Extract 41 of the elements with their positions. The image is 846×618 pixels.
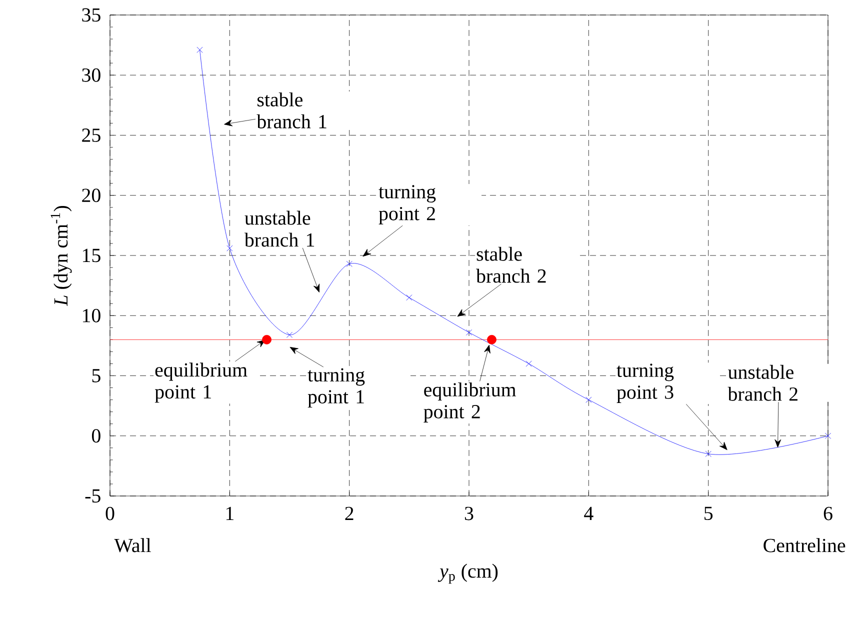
point <box>526 360 532 367</box>
x-tick-label: 4 <box>584 506 594 520</box>
annotation: equilibrium point 1 <box>154 362 248 403</box>
point <box>286 332 293 338</box>
y-tick-label: 0 <box>92 429 100 443</box>
annotation: stable branch 1 <box>256 92 326 128</box>
point <box>406 294 412 301</box>
annotation: turning point 2 <box>378 185 436 224</box>
annotation: equilibrium point 2 <box>424 382 516 422</box>
x-tick-label: 6 <box>824 506 832 520</box>
y-tick-label: -5 <box>85 489 100 503</box>
text: Centreline <box>764 538 846 552</box>
x-tick-label: 2 <box>345 506 354 520</box>
x-axis-title: y$_{p}$ (cm) <box>438 564 498 584</box>
y-axis-title: L (dyn cm$^{-1}$) <box>50 206 72 306</box>
y-tick-label: 10 <box>82 308 100 322</box>
y-tick-label: 15 <box>82 248 100 262</box>
y-tick-label: 30 <box>82 68 100 82</box>
point <box>466 329 472 336</box>
point <box>824 432 832 439</box>
annotation: stable branch 2 <box>476 246 546 283</box>
x-tick-label: 5 <box>704 506 713 520</box>
point <box>196 46 203 53</box>
y-tick-label: 35 <box>82 8 100 22</box>
point <box>705 450 712 457</box>
x-tick-label: 1 <box>226 506 234 520</box>
x-tick-label: 3 <box>464 506 474 520</box>
point <box>226 245 233 252</box>
y-tick-label: 25 <box>82 128 100 142</box>
y-tick-label: 20 <box>82 188 100 202</box>
text: Wall <box>114 538 151 552</box>
annotation: turning point 1 <box>308 368 365 408</box>
x-tick-label: 0 <box>106 506 114 520</box>
point <box>262 334 272 344</box>
point <box>586 396 592 403</box>
point <box>346 260 352 267</box>
annotation: turning point 3 <box>616 364 674 403</box>
point <box>487 334 496 344</box>
annotation: unstable branch 2 <box>728 364 798 401</box>
annotation: unstable branch 1 <box>244 210 314 247</box>
y-tick-label: 5 <box>92 369 100 382</box>
